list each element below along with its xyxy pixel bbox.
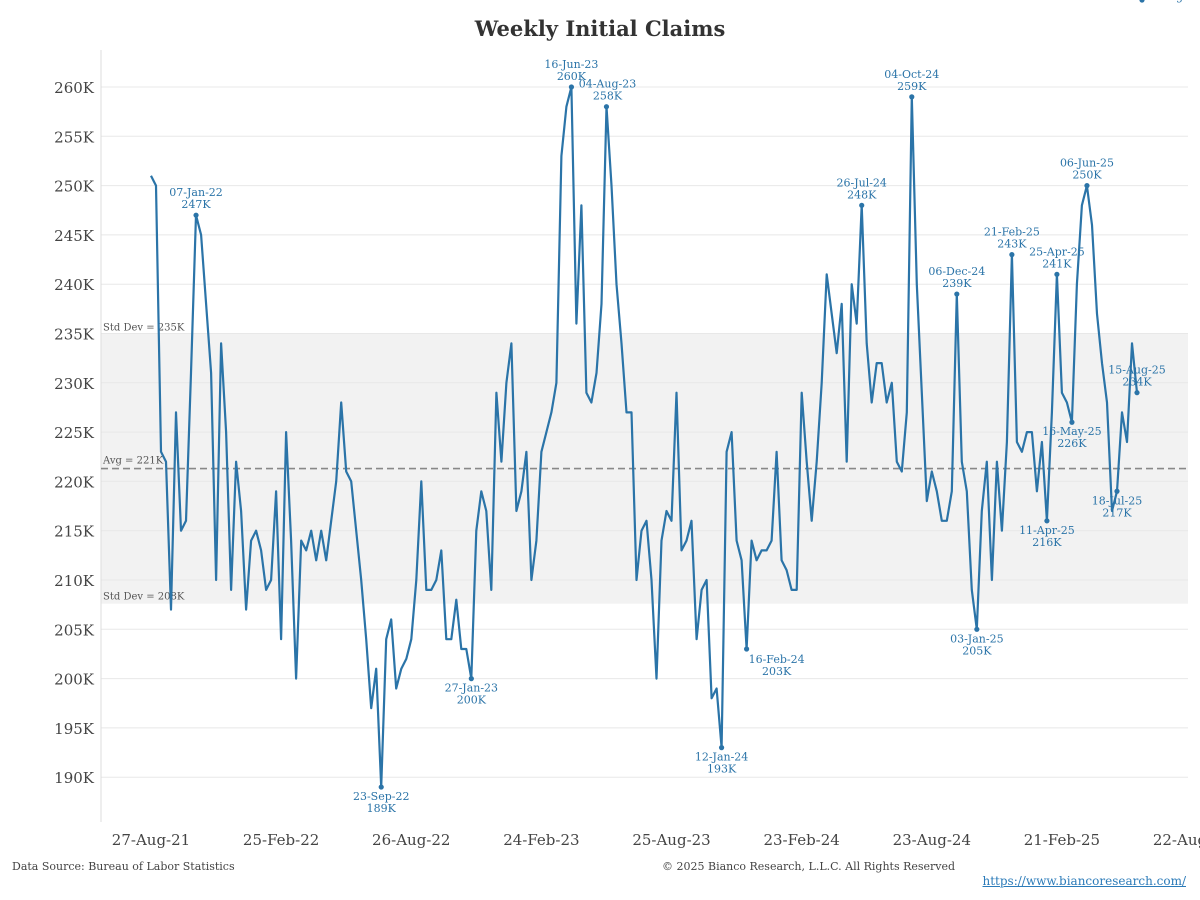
- annotation-value: 260K: [557, 70, 587, 83]
- y-tick-label: 225K: [54, 424, 95, 442]
- x-tick-label: 23-Aug-24: [893, 831, 971, 849]
- annotation-value: 189K: [367, 802, 397, 815]
- y-tick-label: 260K: [54, 79, 95, 97]
- annotation-value: 234K: [1122, 376, 1152, 389]
- y-tick-label: 210K: [54, 572, 95, 590]
- annotation-date: 16-May-25: [1042, 425, 1101, 438]
- chart-title: Weekly Initial Claims: [474, 16, 726, 41]
- website-link[interactable]: https://www.biancoresearch.com/: [982, 874, 1186, 888]
- annotation-value: 193K: [707, 763, 737, 776]
- annotation-point: [193, 212, 199, 218]
- annotation-value: 217K: [1102, 506, 1132, 519]
- y-tick-label: 220K: [54, 473, 95, 491]
- annotation-value: 200K: [457, 694, 487, 707]
- annotation-date: 12-Jan-24: [695, 751, 748, 764]
- annotation-date: 16-Jun-23: [544, 58, 598, 71]
- annotation-point: [859, 202, 865, 208]
- y-tick-label: 195K: [54, 720, 95, 738]
- annotation-value: 229K: [1157, 0, 1187, 3]
- annotation-point: [568, 84, 575, 90]
- y-tick-label: 215K: [54, 523, 95, 541]
- annotation-date: 11-Apr-25: [1019, 524, 1075, 537]
- annotation-point: [718, 745, 725, 751]
- x-tick-label: 21-Feb-25: [1024, 831, 1100, 849]
- annotation-value: 258K: [593, 90, 623, 103]
- annotation-date: 21-Feb-25: [984, 226, 1040, 239]
- annotation-point: [1054, 271, 1060, 277]
- x-tick-label: 27-Aug-21: [112, 831, 190, 849]
- y-tick-label: 205K: [54, 621, 95, 639]
- annotation-date: 26-Jul-24: [836, 176, 886, 189]
- std-dev-upper-label: Std Dev = 235K: [103, 323, 185, 334]
- y-tick-label: 230K: [54, 375, 95, 393]
- annotation-date: 03-Jan-25: [950, 632, 1003, 645]
- y-tick-label: 200K: [54, 671, 95, 689]
- annotation-date: 22-Aug-25: [1143, 0, 1200, 3]
- annotation-point: [954, 291, 960, 297]
- annotation-date: 25-Apr-25: [1029, 245, 1085, 258]
- annotation-value: 241K: [1042, 257, 1072, 270]
- annotation-value: 259K: [897, 80, 927, 93]
- claims-series-line: [150, 85, 1139, 789]
- x-tick-label: 26-Aug-22: [372, 831, 450, 849]
- annotation-point: [1084, 183, 1090, 189]
- annotation-date: 23-Sep-22: [353, 790, 410, 803]
- annotation-date: 27-Jan-23: [445, 682, 498, 695]
- annotation-date: 04-Oct-24: [884, 68, 939, 81]
- annotation-point: [1114, 488, 1120, 494]
- x-tick-label: 24-Feb-23: [503, 831, 579, 849]
- annotation-value: 247K: [181, 198, 211, 211]
- annotation-date: 07-Jan-22: [169, 186, 222, 199]
- annotation-value: 203K: [762, 665, 792, 678]
- annotation-value: 205K: [962, 644, 992, 657]
- annotation-value: 248K: [847, 188, 877, 201]
- y-tick-label: 250K: [54, 178, 95, 196]
- annotation-date: 15-Aug-25: [1108, 364, 1166, 377]
- annotation-date: 04-Aug-23: [579, 78, 637, 91]
- annotation-value: 226K: [1057, 437, 1087, 450]
- annotation-date: 06-Jun-25: [1060, 157, 1114, 170]
- y-tick-label: 240K: [54, 276, 95, 294]
- annotation-point: [468, 676, 474, 682]
- y-tick-label: 245K: [54, 227, 95, 245]
- x-tick-label: 25-Feb-22: [243, 831, 319, 849]
- std-dev-lower-label: Std Dev = 208K: [103, 592, 185, 603]
- annotation-date: 06-Dec-24: [928, 265, 985, 278]
- annotation-point: [974, 626, 980, 632]
- copyright-note: © 2025 Bianco Research, L.L.C. All Right…: [662, 860, 956, 873]
- annotation-point: [1044, 518, 1050, 524]
- annotation-point: [378, 784, 384, 790]
- annotation-point: [1069, 419, 1075, 425]
- annotation-value: 239K: [942, 277, 972, 290]
- annotation-point: [744, 646, 750, 652]
- x-tick-label: 25-Aug-23: [632, 831, 710, 849]
- annotation-value: 243K: [997, 238, 1027, 251]
- series-layer: [150, 85, 1139, 789]
- annotation-value: 250K: [1072, 169, 1102, 182]
- avg-label: Avg = 221K: [102, 456, 164, 467]
- reference-layer: Avg = 221K Std Dev = 235K Std Dev = 208K: [101, 323, 1188, 603]
- axis-layer: 190K 195K 200K 205K 210K 215K 220K 225K 230K 235K…: [54, 50, 1200, 849]
- annotation-date: 16-Feb-24: [749, 653, 805, 666]
- grid-layer: [101, 86, 1188, 778]
- y-tick-label: 235K: [54, 326, 95, 344]
- x-tick-label: 23-Feb-24: [763, 831, 839, 849]
- annotation-point: [909, 94, 915, 100]
- annotation-point: [1134, 390, 1140, 396]
- annotation-point: [1139, 0, 1145, 3]
- annotation-date: 18-Jul-25: [1092, 494, 1142, 507]
- x-tick-label: 22-Aug-25: [1153, 831, 1200, 849]
- annotation-value: 216K: [1032, 536, 1062, 549]
- annotation-point: [1009, 252, 1015, 258]
- annotation-point: [603, 104, 610, 110]
- y-tick-label: 255K: [54, 128, 95, 146]
- y-tick-label: 190K: [54, 769, 95, 787]
- data-source-note: Data Source: Bureau of Labor Statistics: [12, 860, 235, 873]
